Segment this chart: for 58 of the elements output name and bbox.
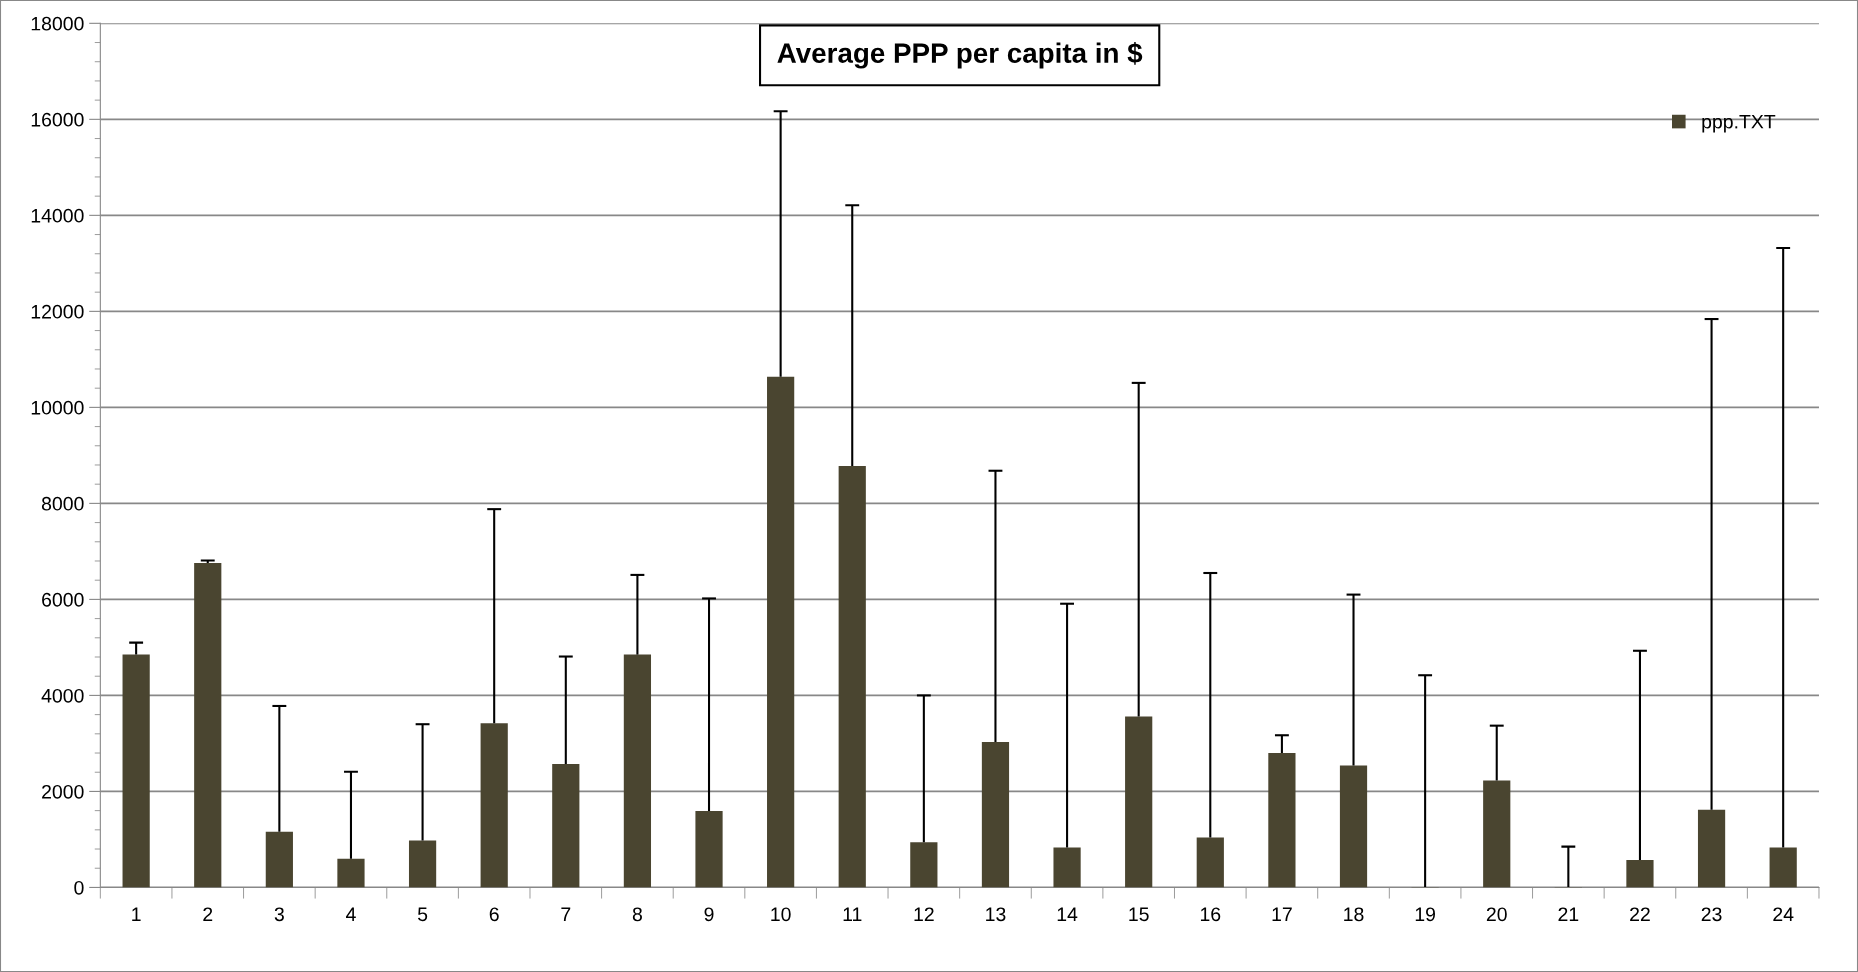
bar	[1196, 837, 1224, 888]
x-tick-label: 24	[1773, 907, 1794, 921]
x-tick-label: 13	[986, 907, 1006, 922]
bar	[1626, 860, 1654, 888]
bar	[122, 654, 150, 888]
x-tick-label: 8	[632, 907, 642, 922]
x-tick-label: 16	[1200, 907, 1221, 922]
x-tick-label: 19	[1415, 907, 1436, 922]
x-tick-label: 17	[1272, 907, 1292, 921]
bar	[337, 858, 365, 888]
x-tick-label: 23	[1701, 907, 1722, 922]
bar	[1769, 847, 1797, 888]
bar	[552, 764, 580, 888]
bar	[767, 376, 795, 888]
x-tick-label: 15	[1129, 907, 1149, 922]
x-tick-label: 10	[771, 907, 791, 922]
bar	[480, 723, 508, 888]
x-tick-label: 5	[417, 907, 428, 922]
y-tick-label: 8000	[41, 496, 84, 511]
bar	[194, 562, 222, 888]
x-tick-label: 1	[132, 907, 141, 921]
x-tick-label: 22	[1630, 907, 1650, 921]
x-tick-label: 3	[274, 907, 284, 922]
bar	[1125, 716, 1153, 888]
bar	[1697, 809, 1726, 888]
bar	[838, 465, 866, 888]
y-tick-label: 2000	[42, 784, 84, 799]
y-tick-label: 18000	[31, 16, 84, 31]
bar	[1268, 753, 1296, 888]
bar	[1483, 780, 1511, 888]
y-tick-label: 4000	[41, 688, 84, 703]
x-tick-label: 4	[346, 907, 356, 921]
bar	[981, 741, 1010, 888]
text: Average PPP per capita in $	[777, 42, 1143, 69]
x-tick-label: 11	[843, 907, 862, 921]
bar	[623, 654, 652, 888]
x-tick-label: 14	[1057, 907, 1078, 921]
y-tick-label: 10000	[31, 400, 84, 415]
x-tick-label: 6	[489, 907, 499, 922]
x-tick-label: 12	[914, 907, 934, 921]
bar	[408, 840, 437, 888]
y-tick-label: 14000	[31, 208, 84, 223]
x-tick-label: 18	[1344, 907, 1364, 922]
x-tick-label: 7	[561, 907, 571, 921]
x-tick-label: 9	[704, 907, 714, 922]
bar	[1339, 765, 1368, 888]
legend-label: ppp.TXT	[1702, 114, 1776, 133]
x-tick-label: 2	[203, 907, 213, 921]
y-tick-label: 0	[74, 880, 84, 895]
y-tick-label: 16000	[31, 112, 84, 127]
y-tick-label: 12000	[31, 304, 84, 319]
y-tick-label: 6000	[42, 592, 84, 607]
x-tick-label: 20	[1486, 907, 1507, 922]
x-tick-label: 21	[1558, 907, 1579, 921]
bar	[265, 831, 293, 888]
bar	[1053, 847, 1081, 888]
bar	[695, 811, 723, 888]
bar	[910, 842, 938, 888]
